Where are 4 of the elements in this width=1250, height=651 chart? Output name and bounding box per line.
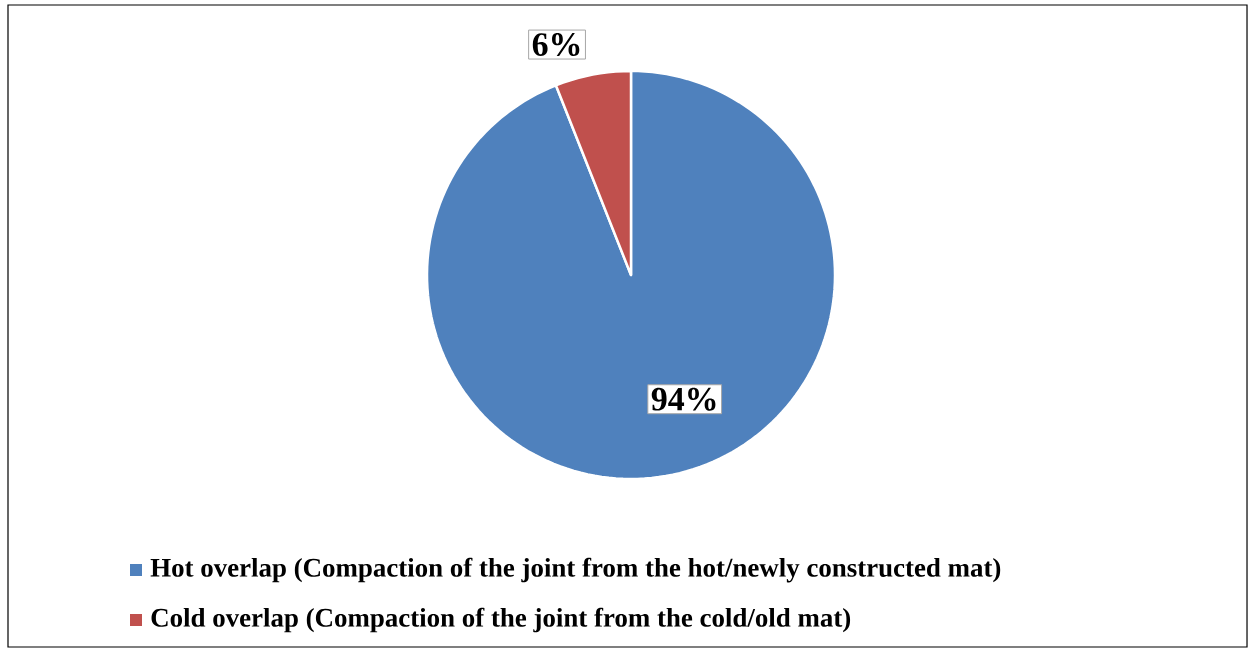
data-label: 6%	[532, 33, 580, 57]
legend-label: Hot overlap (Compaction of the joint from the hot/newly constructed mat)	[150, 557, 1001, 583]
data-label: 94%	[651, 387, 716, 411]
legend-label: Cold overlap (Compaction of the joint from the cold/old mat)	[151, 607, 851, 633]
